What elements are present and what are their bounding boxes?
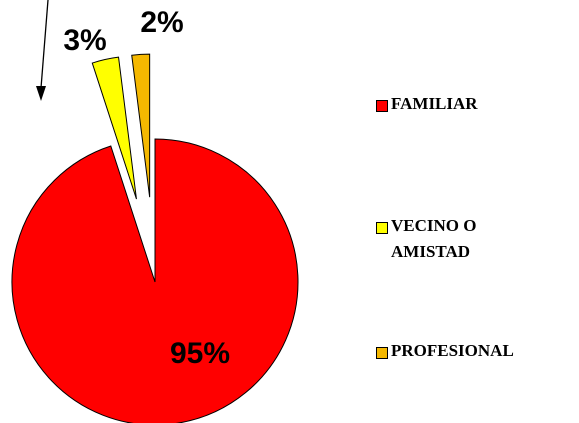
- legend-swatch: [376, 347, 388, 359]
- arrow-head: [36, 86, 46, 101]
- data-label: 3%: [63, 24, 106, 57]
- legend-label: VECINO O AMISTAD: [391, 216, 477, 261]
- legend-swatch: [376, 100, 388, 112]
- legend-swatch: [376, 222, 388, 234]
- legend: FAMILIAR VECINO O AMISTAD PROFESIONAL: [376, 0, 579, 423]
- legend-label: PROFESIONAL: [391, 341, 514, 360]
- pie-slice: [131, 53, 151, 198]
- legend-entry: VECINO O AMISTAD: [376, 216, 521, 265]
- data-label: 2%: [140, 6, 183, 39]
- legend-entry: PROFESIONAL: [376, 341, 514, 364]
- pie-slice: [91, 56, 137, 200]
- legend-entry: FAMILIAR: [376, 94, 478, 117]
- pie-slice: [11, 138, 299, 423]
- legend-label: FAMILIAR: [391, 94, 478, 113]
- leader-line: [40, 0, 49, 89]
- data-label: 95%: [170, 337, 230, 370]
